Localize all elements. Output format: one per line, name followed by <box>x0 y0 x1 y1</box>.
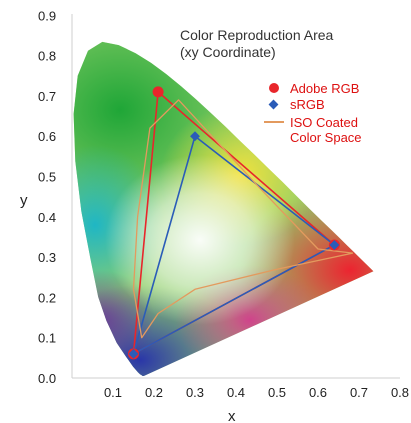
data-point-srgb <box>190 131 200 142</box>
x-tick-label: 0.7 <box>350 385 368 400</box>
x-tick-label: 0.4 <box>227 385 245 400</box>
data-point-srgb <box>329 240 340 250</box>
x-tick-label: 0.8 <box>391 385 409 400</box>
x-axis-label: x <box>228 408 236 423</box>
series-line-srgb <box>132 135 336 355</box>
y-tick-label: 0.2 <box>38 290 56 305</box>
legend-label-adobe-rgb: Adobe RGB <box>290 81 359 96</box>
legend-label-line: Color Space <box>290 130 362 145</box>
y-tick-label: 0.0 <box>38 371 56 386</box>
series-line-iso-coated-color-space <box>132 99 354 339</box>
legend-marker-adobe-rgb <box>269 83 279 93</box>
x-tick-label: 0.6 <box>309 385 327 400</box>
y-tick-label: 0.6 <box>38 129 56 144</box>
y-axis-label: y <box>20 192 28 209</box>
legend-label-srgb: sRGB <box>290 97 325 112</box>
x-tick-label: 0.1 <box>104 385 122 400</box>
y-tick-label: 0.8 <box>38 49 56 64</box>
legend-marker-srgb <box>268 99 279 110</box>
data-point-adobe-rgb <box>152 86 164 98</box>
y-tick-label: 0.4 <box>38 210 56 225</box>
chart-title: Color Reproduction Area <box>180 27 334 43</box>
data-point-srgb <box>128 348 139 359</box>
x-tick-label: 0.2 <box>145 385 163 400</box>
chart-subtitle: (xy Coordinate) <box>180 44 276 60</box>
y-tick-label: 0.9 <box>38 8 56 23</box>
y-tick-label: 0.1 <box>38 331 56 346</box>
legend-label-iso-coated: ISO Coated Color Space <box>290 115 362 145</box>
x-tick-label: 0.5 <box>268 385 286 400</box>
y-tick-label: 0.3 <box>38 250 56 265</box>
x-tick-label: 0.3 <box>186 385 204 400</box>
y-tick-label: 0.7 <box>38 89 56 104</box>
legend: Adobe RGB sRGB ISO Coated Color Space <box>264 81 362 145</box>
legend-label-line: ISO Coated <box>290 115 358 130</box>
y-tick-label: 0.5 <box>38 170 56 185</box>
